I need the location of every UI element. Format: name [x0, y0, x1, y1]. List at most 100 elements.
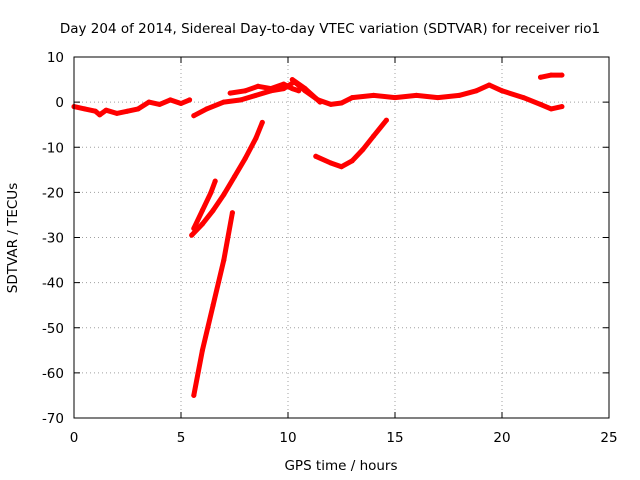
data-point [97, 112, 103, 118]
data-point [199, 221, 205, 227]
data-point [486, 82, 492, 88]
chart-title: Day 204 of 2014, Sidereal Day-to-day VTE… [60, 21, 600, 37]
data-point [229, 210, 235, 216]
data-point [339, 164, 344, 170]
data-point [208, 189, 214, 195]
data-point [328, 160, 334, 166]
data-point [191, 226, 197, 231]
y-tick-label: -30 [42, 231, 64, 247]
data-point [289, 77, 295, 83]
data-point [125, 108, 130, 114]
data-point [435, 95, 441, 101]
data-series-arc-5 [538, 72, 565, 80]
data-series-line [191, 178, 218, 231]
data-point [82, 106, 88, 112]
data-series-arc-2 [191, 79, 565, 119]
data-point [548, 72, 554, 78]
data-point [232, 174, 237, 180]
data-series-arc-1 [71, 97, 193, 118]
data-point [191, 392, 197, 398]
data-series-arc-6 [189, 119, 265, 238]
data-point [313, 153, 319, 159]
y-tick-label: -10 [42, 140, 64, 156]
x-tick-label: 25 [600, 430, 617, 446]
data-point [259, 119, 265, 125]
data-point [157, 101, 163, 107]
data-point [296, 88, 302, 94]
data-point [473, 88, 479, 94]
x-tick-label: 15 [386, 430, 403, 446]
data-point [538, 74, 543, 80]
data-point [559, 72, 565, 78]
data-point [349, 95, 355, 101]
data-point [242, 156, 248, 161]
data-point [392, 95, 398, 101]
data-point [135, 106, 141, 112]
data-point [268, 86, 274, 92]
data-series-arc-7 [191, 178, 218, 231]
x-tick-label: 0 [70, 430, 79, 446]
series-layer [71, 72, 565, 398]
data-point [302, 86, 308, 92]
data-point [221, 99, 227, 105]
data-point [103, 107, 109, 113]
x-tick-label: 20 [493, 430, 510, 446]
data-series-arc-4 [289, 77, 323, 105]
data-series-arc-9 [313, 117, 389, 170]
data-point [371, 92, 377, 98]
data-point [520, 95, 526, 101]
y-tick-label: 10 [47, 50, 64, 66]
data-point [349, 158, 355, 164]
y-tick-label: -50 [42, 321, 64, 337]
data-series-line [71, 97, 193, 118]
data-point [253, 135, 259, 141]
data-point [253, 92, 259, 98]
data-point [204, 106, 210, 112]
x-axis-label: GPS time / hours [284, 458, 397, 474]
data-point [191, 113, 197, 119]
y-tick-label: -70 [42, 411, 64, 427]
y-tick-label: -20 [42, 185, 64, 201]
data-point [242, 88, 248, 94]
data-point [413, 92, 419, 98]
grid [74, 57, 609, 418]
data-point [317, 99, 323, 105]
ticks [73, 56, 610, 419]
tick-labels: 0 5 10 15 20 25 -70 -60 -50 -40 -30 -20 -10 0 10 [42, 50, 618, 446]
data-point [210, 207, 216, 213]
data-point [187, 97, 193, 103]
data-point [289, 86, 295, 92]
x-tick-label: 10 [279, 430, 296, 446]
data-point [221, 192, 227, 198]
data-point [339, 100, 344, 106]
data-point [255, 83, 261, 89]
data-point [178, 101, 184, 106]
data-series-arc-8 [191, 210, 235, 398]
y-tick-label: -60 [42, 366, 64, 382]
y-tick-label: 0 [55, 95, 64, 111]
data-point [238, 97, 244, 103]
data-point [199, 347, 205, 353]
data-series-line [189, 119, 265, 238]
y-tick-label: -40 [42, 276, 64, 292]
data-point [146, 99, 152, 105]
data-point [548, 106, 554, 112]
data-point [92, 108, 98, 114]
data-point [559, 104, 565, 110]
data-point [360, 147, 366, 152]
data-point [371, 133, 377, 139]
data-point [114, 110, 120, 116]
data-point [383, 117, 389, 123]
data-point [538, 101, 543, 107]
data-point [221, 257, 227, 263]
data-point [212, 178, 218, 184]
data-point [199, 207, 205, 213]
data-point [210, 302, 216, 308]
data-series-arc-3 [227, 81, 302, 96]
y-axis-label: SDTVAR / TECUs [5, 183, 21, 293]
data-point [328, 101, 334, 107]
data-point [189, 232, 195, 238]
data-point [281, 81, 287, 87]
data-point [227, 90, 233, 96]
